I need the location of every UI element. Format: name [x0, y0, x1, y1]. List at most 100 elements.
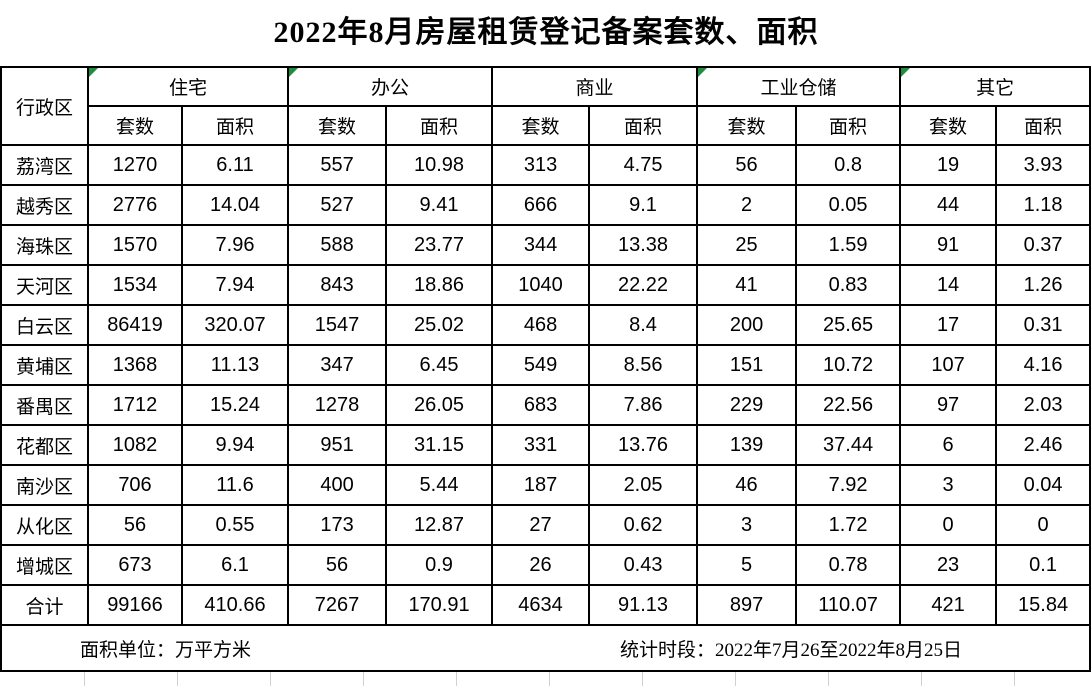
value-cell[interactable]: 410.66	[180, 584, 290, 626]
value-cell[interactable]: 0.83	[795, 264, 902, 306]
value-cell[interactable]: 26	[491, 544, 591, 586]
value-cell[interactable]: 706	[87, 464, 183, 506]
district-name-cell[interactable]: 增城区	[0, 544, 89, 586]
value-cell[interactable]: 7.92	[795, 464, 902, 506]
value-cell[interactable]: 11.13	[180, 344, 290, 386]
district-name-cell[interactable]: 黄埔区	[0, 344, 89, 386]
value-cell[interactable]: 421	[899, 584, 998, 626]
value-cell[interactable]: 41	[696, 264, 798, 306]
value-cell[interactable]: 344	[491, 224, 591, 266]
value-cell[interactable]: 6	[899, 424, 998, 466]
subheader-count[interactable]: 套数	[696, 105, 798, 146]
value-cell[interactable]: 683	[491, 384, 591, 426]
value-cell[interactable]: 25	[696, 224, 798, 266]
value-cell[interactable]: 3	[696, 504, 798, 546]
value-cell[interactable]: 37.44	[795, 424, 902, 466]
value-cell[interactable]: 5	[696, 544, 798, 586]
subheader-area[interactable]: 面积	[180, 105, 290, 146]
value-cell[interactable]: 2.03	[995, 384, 1092, 426]
value-cell[interactable]: 1.59	[795, 224, 902, 266]
value-cell[interactable]: 673	[87, 544, 183, 586]
value-cell[interactable]: 8.56	[588, 344, 699, 386]
value-cell[interactable]: 0.62	[588, 504, 699, 546]
value-cell[interactable]: 173	[287, 504, 388, 546]
value-cell[interactable]: 7.96	[180, 224, 290, 266]
value-cell[interactable]: 0	[899, 504, 998, 546]
subheader-count[interactable]: 套数	[899, 105, 998, 146]
subheader-count[interactable]: 套数	[87, 105, 183, 146]
value-cell[interactable]: 6.45	[385, 344, 494, 386]
value-cell[interactable]: 8.4	[588, 304, 699, 346]
value-cell[interactable]: 13.38	[588, 224, 699, 266]
value-cell[interactable]: 4634	[491, 584, 591, 626]
value-cell[interactable]: 200	[696, 304, 798, 346]
value-cell[interactable]: 187	[491, 464, 591, 506]
district-name-cell[interactable]: 荔湾区	[0, 144, 89, 186]
value-cell[interactable]: 468	[491, 304, 591, 346]
value-cell[interactable]: 10.98	[385, 144, 494, 186]
value-cell[interactable]: 26.05	[385, 384, 494, 426]
value-cell[interactable]: 9.94	[180, 424, 290, 466]
value-cell[interactable]: 0	[995, 504, 1092, 546]
value-cell[interactable]: 0.31	[995, 304, 1092, 346]
district-name-cell[interactable]: 越秀区	[0, 184, 89, 226]
value-cell[interactable]: 0.43	[588, 544, 699, 586]
value-cell[interactable]: 3	[899, 464, 998, 506]
value-cell[interactable]: 1082	[87, 424, 183, 466]
value-cell[interactable]: 1.18	[995, 184, 1092, 226]
value-cell[interactable]: 1547	[287, 304, 388, 346]
value-cell[interactable]: 2.46	[995, 424, 1092, 466]
district-name-cell[interactable]: 从化区	[0, 504, 89, 546]
value-cell[interactable]: 1278	[287, 384, 388, 426]
district-name-cell[interactable]: 南沙区	[0, 464, 89, 506]
group-header-industrial-storage[interactable]: 工业仓储	[696, 66, 902, 107]
district-name-cell[interactable]: 白云区	[0, 304, 89, 346]
value-cell[interactable]: 331	[491, 424, 591, 466]
value-cell[interactable]: 11.6	[180, 464, 290, 506]
value-cell[interactable]: 0.37	[995, 224, 1092, 266]
value-cell[interactable]: 97	[899, 384, 998, 426]
group-header-other[interactable]: 其它	[899, 66, 1092, 107]
value-cell[interactable]: 1.26	[995, 264, 1092, 306]
value-cell[interactable]: 56	[696, 144, 798, 186]
value-cell[interactable]: 107	[899, 344, 998, 386]
subheader-count[interactable]: 套数	[491, 105, 591, 146]
value-cell[interactable]: 46	[696, 464, 798, 506]
subheader-area[interactable]: 面积	[795, 105, 902, 146]
group-header-residential[interactable]: 住宅	[86, 66, 290, 107]
subheader-area[interactable]: 面积	[995, 105, 1092, 146]
value-cell[interactable]: 557	[287, 144, 388, 186]
value-cell[interactable]: 951	[287, 424, 388, 466]
value-cell[interactable]: 22.56	[795, 384, 902, 426]
value-cell[interactable]: 0.78	[795, 544, 902, 586]
value-cell[interactable]: 139	[696, 424, 798, 466]
total-label-cell[interactable]: 合计	[0, 584, 89, 626]
subheader-area[interactable]: 面积	[588, 105, 699, 146]
value-cell[interactable]: 0.9	[385, 544, 494, 586]
value-cell[interactable]: 10.72	[795, 344, 902, 386]
value-cell[interactable]: 25.02	[385, 304, 494, 346]
value-cell[interactable]: 18.86	[385, 264, 494, 306]
value-cell[interactable]: 0.8	[795, 144, 902, 186]
value-cell[interactable]: 0.1	[995, 544, 1092, 586]
value-cell[interactable]: 23.77	[385, 224, 494, 266]
value-cell[interactable]: 527	[287, 184, 388, 226]
value-cell[interactable]: 56	[87, 504, 183, 546]
value-cell[interactable]: 31.15	[385, 424, 494, 466]
value-cell[interactable]: 347	[287, 344, 388, 386]
value-cell[interactable]: 12.87	[385, 504, 494, 546]
value-cell[interactable]: 56	[287, 544, 388, 586]
value-cell[interactable]: 2776	[87, 184, 183, 226]
value-cell[interactable]: 7.94	[180, 264, 290, 306]
corner-header-district[interactable]: 行政区	[0, 66, 89, 146]
value-cell[interactable]: 15.84	[995, 584, 1092, 626]
value-cell[interactable]: 5.44	[385, 464, 494, 506]
value-cell[interactable]: 229	[696, 384, 798, 426]
value-cell[interactable]: 0.55	[180, 504, 290, 546]
value-cell[interactable]: 15.24	[180, 384, 290, 426]
value-cell[interactable]: 1534	[87, 264, 183, 306]
value-cell[interactable]: 4.16	[995, 344, 1092, 386]
value-cell[interactable]: 843	[287, 264, 388, 306]
group-header-commercial[interactable]: 商业	[491, 66, 699, 107]
value-cell[interactable]: 110.07	[795, 584, 902, 626]
